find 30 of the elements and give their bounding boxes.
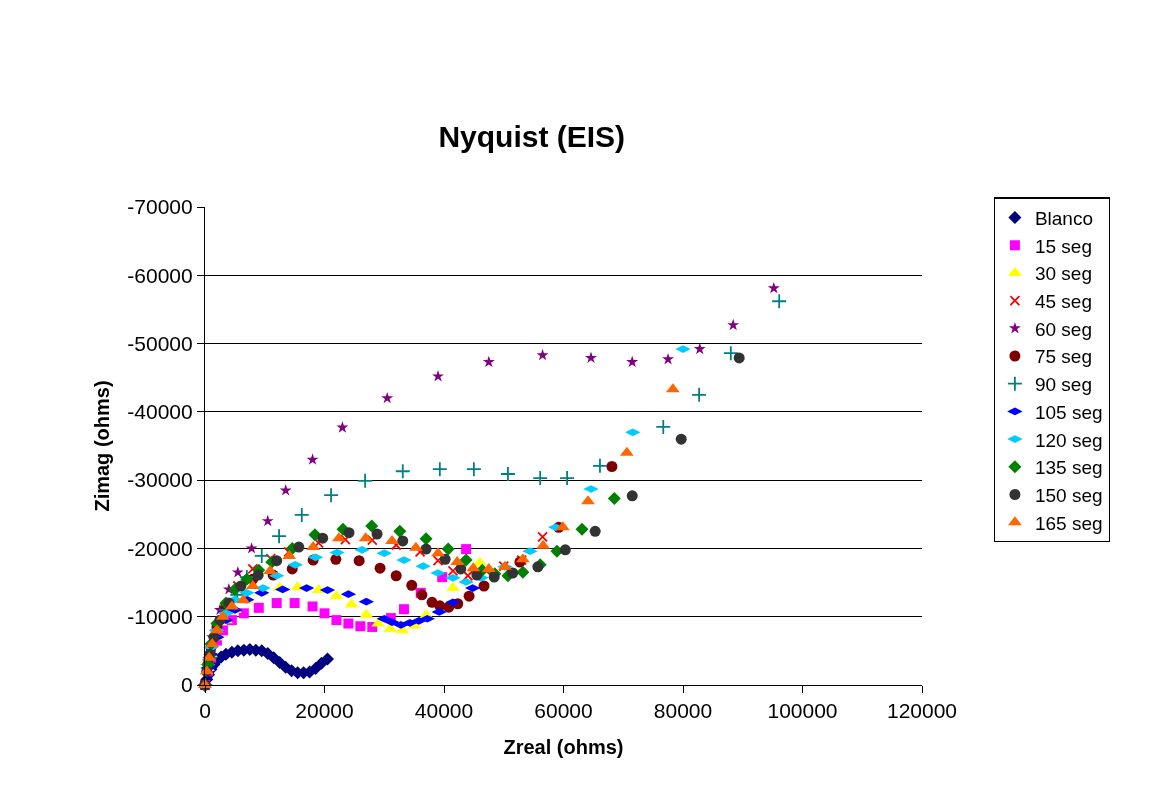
legend-label: 45 seg [1034, 291, 1092, 312]
legend-label: 90 seg [1034, 374, 1092, 396]
y-tick-label: 0 [181, 673, 193, 697]
legend-label: 135 seg [1034, 457, 1103, 479]
y-tick-label: -30000 [127, 468, 193, 492]
x-tick-label: 60000 [534, 699, 593, 723]
x-tick-label: 0 [199, 699, 211, 723]
y-tick-label: -20000 [127, 536, 193, 560]
legend-label: 105 seg [1034, 401, 1103, 423]
legend-label: 15 seg [1034, 235, 1092, 257]
y-tick-label: -10000 [127, 605, 193, 629]
x-tick-label: 80000 [653, 699, 713, 723]
legend-label: Blanco [1034, 207, 1094, 229]
x-tick-label: 120000 [886, 699, 958, 723]
chart-title: Nyquist (EIS) [438, 120, 626, 154]
legend-label: 165 seg [1034, 512, 1103, 534]
y-axis-title: Zimag (ohms) [90, 380, 113, 512]
legend-label: 75 seg [1034, 346, 1092, 368]
legend-label: 120 seg [1034, 429, 1103, 451]
legend-label: 150 seg [1034, 484, 1103, 506]
x-tick-label: 20000 [295, 699, 354, 723]
y-tick-label: -50000 [127, 331, 193, 355]
legend-label: 30 seg [1034, 263, 1092, 285]
y-tick-label: -70000 [127, 195, 193, 219]
y-tick-label: -40000 [127, 400, 193, 424]
x-tick-label: 100000 [767, 699, 838, 723]
x-axis-title: Zreal (ohms) [503, 735, 624, 758]
y-tick-label: -60000 [127, 263, 193, 287]
x-tick-label: 40000 [414, 699, 474, 723]
legend-label: 60 seg [1034, 318, 1092, 340]
